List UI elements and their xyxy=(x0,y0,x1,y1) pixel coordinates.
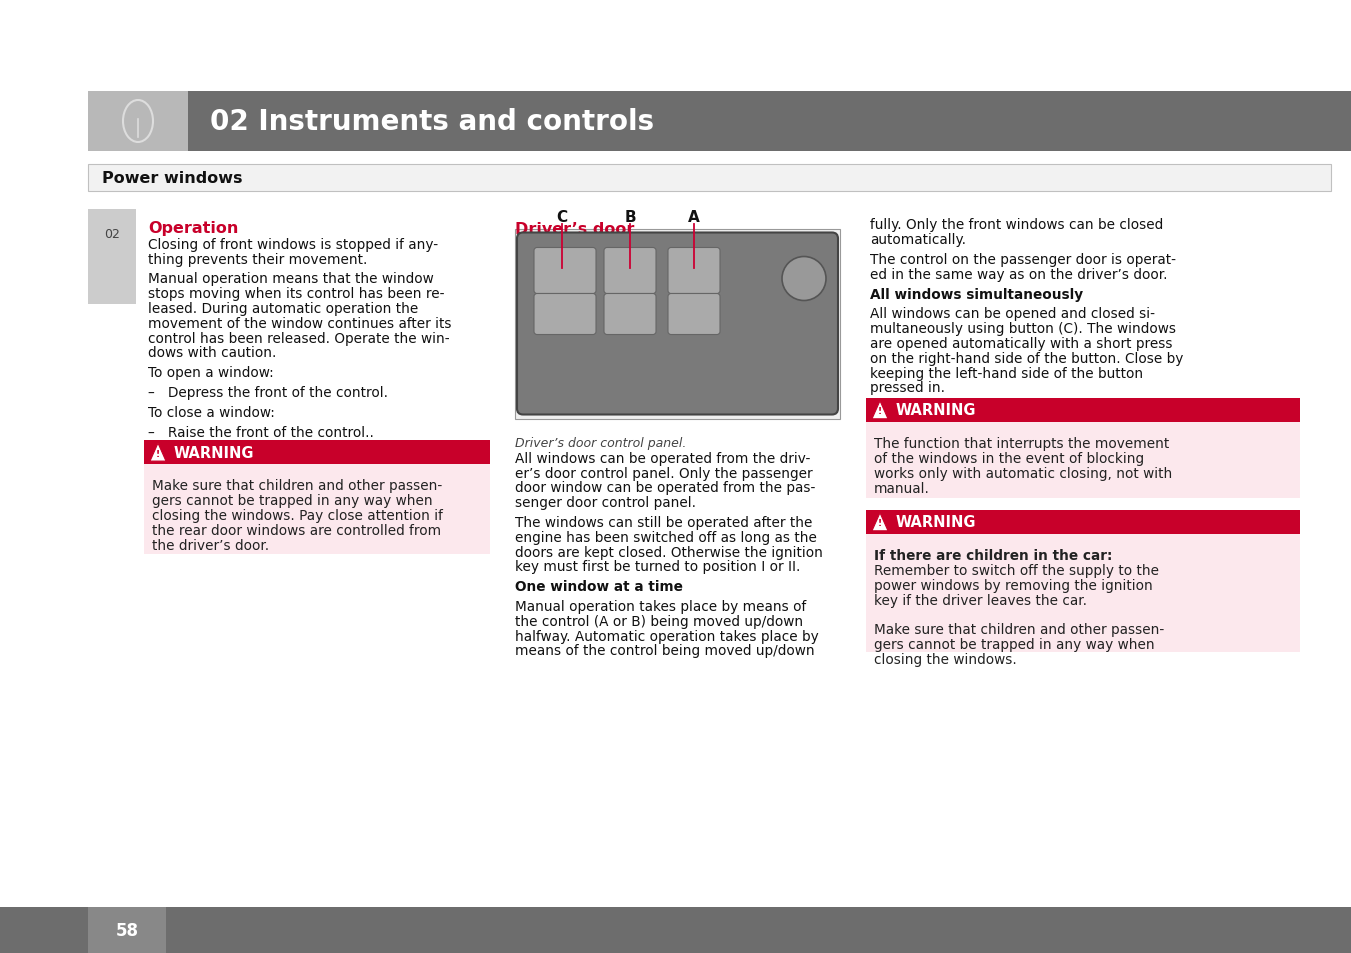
Text: halfway. Automatic operation takes place by: halfway. Automatic operation takes place… xyxy=(515,629,819,643)
Bar xyxy=(866,422,1300,498)
Text: the control (A or B) being moved up/down: the control (A or B) being moved up/down xyxy=(515,614,802,628)
Text: Remember to switch off the supply to the: Remember to switch off the supply to the xyxy=(874,563,1159,578)
Bar xyxy=(866,510,1300,535)
Text: key if the driver leaves the car.: key if the driver leaves the car. xyxy=(874,593,1088,607)
Text: multaneously using button (C). The windows: multaneously using button (C). The windo… xyxy=(870,322,1175,335)
Text: on the right-hand side of the button. Close by: on the right-hand side of the button. Cl… xyxy=(870,352,1183,365)
Text: The control on the passenger door is operat-: The control on the passenger door is ope… xyxy=(870,253,1175,267)
Text: works only with automatic closing, not with: works only with automatic closing, not w… xyxy=(874,466,1173,480)
Text: dows with caution.: dows with caution. xyxy=(149,346,277,360)
Bar xyxy=(866,535,1300,652)
Text: Make sure that children and other passen-: Make sure that children and other passen… xyxy=(153,479,442,493)
Text: The function that interrupts the movement: The function that interrupts the movemen… xyxy=(874,436,1169,451)
Text: movement of the window continues after its: movement of the window continues after i… xyxy=(149,316,451,331)
Text: Make sure that children and other passen-: Make sure that children and other passen… xyxy=(874,622,1165,637)
Text: leased. During automatic operation the: leased. During automatic operation the xyxy=(149,302,419,315)
Text: doors are kept closed. Otherwise the ignition: doors are kept closed. Otherwise the ign… xyxy=(515,545,823,559)
Text: WARNING: WARNING xyxy=(896,403,977,417)
Bar xyxy=(145,440,490,465)
Polygon shape xyxy=(871,514,888,531)
Text: automatically.: automatically. xyxy=(870,233,966,247)
Text: gers cannot be trapped in any way when: gers cannot be trapped in any way when xyxy=(153,494,432,508)
Text: ed in the same way as on the driver’s door.: ed in the same way as on the driver’s do… xyxy=(870,268,1167,281)
FancyBboxPatch shape xyxy=(534,248,596,294)
Text: control has been released. Operate the win-: control has been released. Operate the w… xyxy=(149,332,450,345)
Text: Closing of front windows is stopped if any-: Closing of front windows is stopped if a… xyxy=(149,237,438,252)
Text: !: ! xyxy=(878,407,882,416)
Text: To close a window:: To close a window: xyxy=(149,405,274,419)
Text: power windows by removing the ignition: power windows by removing the ignition xyxy=(874,578,1152,592)
Text: –   Raise the front of the control..: – Raise the front of the control.. xyxy=(149,425,374,439)
Polygon shape xyxy=(871,401,888,419)
Text: key must first be turned to position I or II.: key must first be turned to position I o… xyxy=(515,559,800,574)
Text: Driver’s door control panel.: Driver’s door control panel. xyxy=(515,437,686,450)
Text: are opened automatically with a short press: are opened automatically with a short pr… xyxy=(870,336,1173,351)
Text: 02: 02 xyxy=(104,228,120,241)
Text: door window can be operated from the pas-: door window can be operated from the pas… xyxy=(515,481,816,495)
Circle shape xyxy=(782,257,825,301)
Text: engine has been switched off as long as the: engine has been switched off as long as … xyxy=(515,530,817,544)
Text: thing prevents their movement.: thing prevents their movement. xyxy=(149,253,367,266)
FancyBboxPatch shape xyxy=(604,294,657,335)
Bar xyxy=(88,907,166,953)
Text: the driver’s door.: the driver’s door. xyxy=(153,538,269,552)
Text: !: ! xyxy=(878,518,882,528)
Text: manual.: manual. xyxy=(874,481,929,495)
Text: If there are children in the car:: If there are children in the car: xyxy=(874,549,1112,562)
Text: B: B xyxy=(624,210,636,224)
Text: closing the windows. Pay close attention if: closing the windows. Pay close attention… xyxy=(153,509,443,522)
Text: One window at a time: One window at a time xyxy=(515,579,682,594)
Bar xyxy=(0,907,1351,953)
Text: Power windows: Power windows xyxy=(101,171,242,186)
Bar xyxy=(88,91,188,152)
Bar xyxy=(145,465,490,555)
Text: 02 Instruments and controls: 02 Instruments and controls xyxy=(209,108,654,136)
Text: WARNING: WARNING xyxy=(896,515,977,530)
Text: of the windows in the event of blocking: of the windows in the event of blocking xyxy=(874,452,1144,465)
Text: fully. Only the front windows can be closed: fully. Only the front windows can be clo… xyxy=(870,218,1163,233)
Text: C: C xyxy=(557,210,567,224)
Text: All windows simultaneously: All windows simultaneously xyxy=(870,287,1084,301)
Text: Operation: Operation xyxy=(149,221,238,236)
Polygon shape xyxy=(150,444,166,461)
Text: the rear door windows are controlled from: the rear door windows are controlled fro… xyxy=(153,523,442,537)
Text: WARNING: WARNING xyxy=(174,445,254,460)
Text: er’s door control panel. Only the passenger: er’s door control panel. Only the passen… xyxy=(515,466,812,480)
Text: Driver’s door: Driver’s door xyxy=(515,221,635,236)
Bar xyxy=(866,398,1300,422)
Text: pressed in.: pressed in. xyxy=(870,381,944,395)
Bar xyxy=(88,210,136,305)
Text: !: ! xyxy=(155,449,159,458)
Text: closing the windows.: closing the windows. xyxy=(874,652,1017,666)
Text: Manual operation takes place by means of: Manual operation takes place by means of xyxy=(515,599,807,614)
Text: gers cannot be trapped in any way when: gers cannot be trapped in any way when xyxy=(874,638,1155,651)
Text: The windows can still be operated after the: The windows can still be operated after … xyxy=(515,516,812,530)
FancyBboxPatch shape xyxy=(667,248,720,294)
Text: Manual operation means that the window: Manual operation means that the window xyxy=(149,273,434,286)
Text: means of the control being moved up/down: means of the control being moved up/down xyxy=(515,644,815,658)
Bar xyxy=(88,165,1331,192)
Text: keeping the left-hand side of the button: keeping the left-hand side of the button xyxy=(870,366,1143,380)
Text: stops moving when its control has been re-: stops moving when its control has been r… xyxy=(149,287,444,301)
FancyBboxPatch shape xyxy=(667,294,720,335)
Bar xyxy=(515,230,840,419)
Text: All windows can be operated from the driv-: All windows can be operated from the dri… xyxy=(515,452,811,465)
Text: To open a window:: To open a window: xyxy=(149,366,274,380)
Text: –   Depress the front of the control.: – Depress the front of the control. xyxy=(149,386,388,399)
Text: A: A xyxy=(688,210,700,224)
Text: All windows can be opened and closed si-: All windows can be opened and closed si- xyxy=(870,307,1155,321)
FancyBboxPatch shape xyxy=(604,248,657,294)
FancyBboxPatch shape xyxy=(517,233,838,416)
Bar xyxy=(188,91,1351,152)
FancyBboxPatch shape xyxy=(534,294,596,335)
Text: senger door control panel.: senger door control panel. xyxy=(515,496,696,510)
Text: 58: 58 xyxy=(115,921,139,939)
